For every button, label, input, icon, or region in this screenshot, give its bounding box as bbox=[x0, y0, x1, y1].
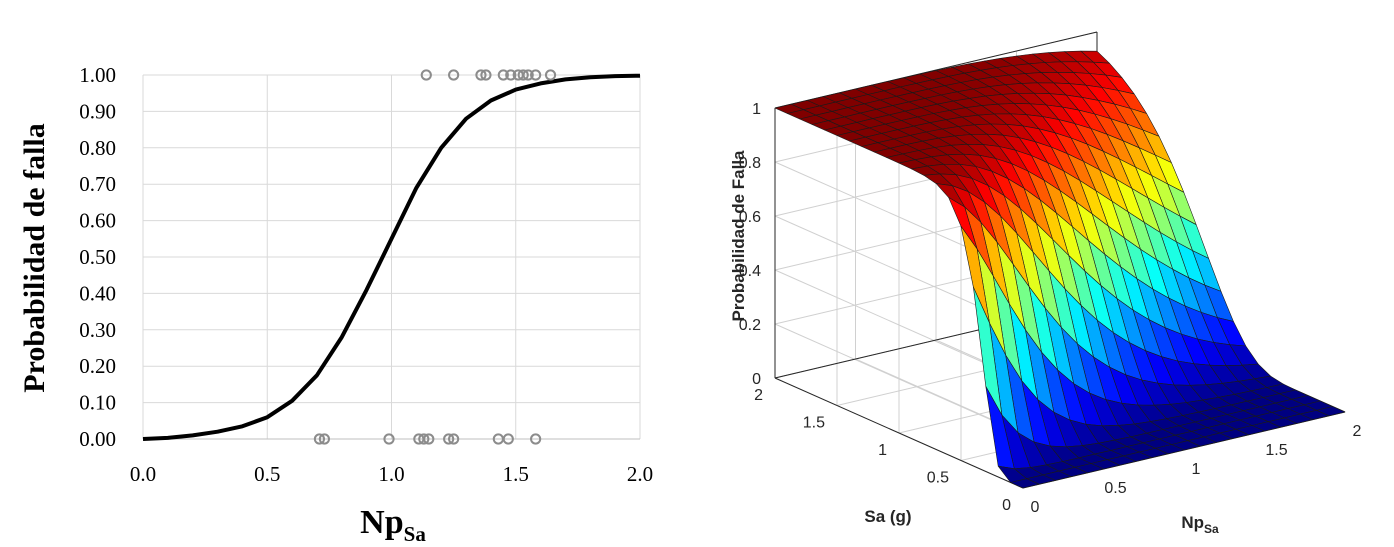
x-axis-title-3d: NpSa bbox=[1181, 513, 1219, 536]
observation-point bbox=[423, 433, 435, 445]
observation-point bbox=[522, 69, 534, 81]
x-axis-title-3d-main: Np bbox=[1181, 513, 1204, 532]
observation-point bbox=[313, 433, 326, 445]
observation-point bbox=[420, 69, 432, 81]
y-axis-title: Probabilidad de falla bbox=[18, 123, 51, 393]
observation-point bbox=[475, 69, 487, 81]
y-tick-label: 0.40 bbox=[79, 281, 116, 305]
grid-lines bbox=[142, 74, 641, 439]
y-tick-label: 0.50 bbox=[79, 245, 116, 269]
sa-tick-label: 0.5 bbox=[927, 470, 949, 487]
observation-point bbox=[443, 433, 455, 445]
np-tick-label: 2 bbox=[1353, 423, 1362, 440]
y-tick-label: 0.80 bbox=[79, 136, 116, 160]
np-tick-label: 0.5 bbox=[1104, 480, 1126, 497]
observation-point bbox=[383, 433, 395, 445]
y-tick-label: 0.30 bbox=[79, 318, 116, 342]
y-tick-label: 0.90 bbox=[79, 99, 116, 123]
np-tick-label: 1.5 bbox=[1265, 442, 1287, 459]
y-tick-label: 0.60 bbox=[79, 209, 116, 233]
z-tick-label: 0.8 bbox=[739, 155, 761, 172]
observation-point bbox=[502, 433, 514, 445]
y-axis-title-3d: Sa (g) bbox=[864, 507, 911, 526]
surface-patch bbox=[1010, 478, 1040, 489]
surface-mesh bbox=[774, 50, 1346, 489]
observation-point bbox=[530, 433, 542, 445]
x-tick-label: 0.0 bbox=[130, 462, 156, 486]
y-tick-labels: 0.00 0.10 0.20 0.30 0.40 0.50 0.60 0.70 0.80 0.90… bbox=[79, 63, 116, 451]
observation-point bbox=[418, 433, 430, 445]
x-tick-label: 1.5 bbox=[503, 462, 529, 486]
axis-edge bbox=[774, 377, 1024, 489]
observation-point bbox=[448, 69, 460, 81]
sa-tick-label: 0 bbox=[1002, 497, 1011, 514]
y-tick-label: 0.20 bbox=[79, 354, 116, 378]
x-tick-labels: 0.0 0.5 1.0 1.5 2.0 bbox=[130, 462, 653, 486]
x-axis-title-3d-subscript: Sa bbox=[1204, 522, 1219, 536]
observation-point bbox=[448, 433, 460, 445]
x-axis-title: NpSa bbox=[360, 504, 426, 546]
observation-point bbox=[505, 69, 517, 81]
z-tick-label: 0 bbox=[752, 371, 761, 388]
z-tick-label: 0.6 bbox=[739, 209, 761, 226]
z-tick-label: 1 bbox=[752, 101, 761, 118]
y-tick-label: 0.10 bbox=[79, 391, 116, 415]
y-tick-label: 0.70 bbox=[79, 172, 116, 196]
x-tick-label: 1.0 bbox=[378, 462, 404, 486]
observation-point bbox=[544, 69, 557, 81]
np-tick-label: 0 bbox=[1031, 499, 1040, 516]
observation-point bbox=[530, 69, 542, 81]
x-tick-label: 2.0 bbox=[627, 462, 653, 486]
observation-point bbox=[497, 69, 509, 81]
observation-point bbox=[318, 433, 331, 445]
x-tick-label: 0.5 bbox=[254, 462, 280, 486]
z-axis-title: Probabilidad de Falla bbox=[729, 150, 748, 322]
z-tick-label: 0.4 bbox=[739, 263, 761, 280]
observation-point bbox=[480, 69, 492, 81]
fragility-curve-chart: 0.00 0.10 0.20 0.30 0.40 0.50 0.60 0.70 0.80 0.90… bbox=[18, 63, 653, 546]
fragility-curve-line bbox=[142, 73, 641, 441]
y-tick-label: 0.00 bbox=[79, 427, 116, 451]
observation-points bbox=[313, 69, 557, 445]
y-tick-label: 1.00 bbox=[79, 63, 116, 87]
z-tick-label: 0.2 bbox=[739, 317, 761, 334]
np-tick-label: 1 bbox=[1192, 461, 1201, 478]
x-axis-title-main: Np bbox=[360, 504, 403, 541]
sa-tick-label: 1 bbox=[878, 442, 887, 459]
observation-point bbox=[517, 69, 529, 81]
sa-tick-label: 1.5 bbox=[803, 415, 825, 432]
x-axis-title-subscript: Sa bbox=[404, 522, 427, 546]
sa-tick-label: 2 bbox=[754, 387, 763, 404]
